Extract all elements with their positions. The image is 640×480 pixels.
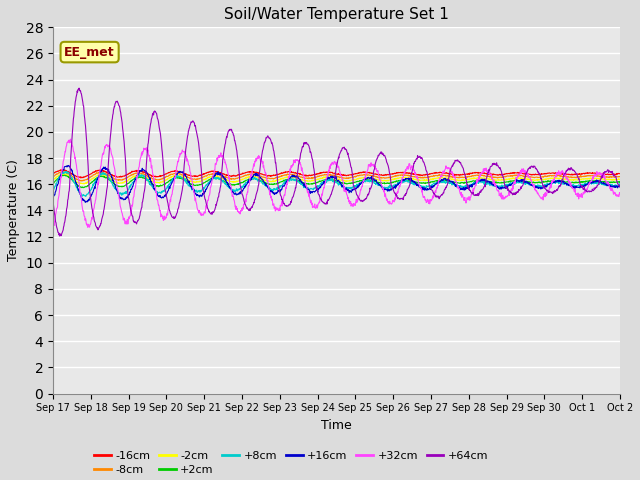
+2cm: [291, 177, 298, 182]
+32cm: [94, 184, 102, 190]
-2cm: [80, 181, 88, 187]
-8cm: [312, 174, 320, 180]
Y-axis label: Temperature (C): Temperature (C): [7, 159, 20, 262]
+64cm: [117, 109, 125, 115]
-8cm: [117, 177, 125, 183]
+32cm: [84, 224, 92, 230]
+32cm: [616, 191, 624, 197]
-16cm: [94, 168, 102, 173]
-2cm: [49, 178, 57, 183]
+16cm: [302, 185, 310, 191]
-2cm: [312, 177, 320, 183]
+32cm: [117, 204, 125, 210]
Title: Soil/Water Temperature Set 1: Soil/Water Temperature Set 1: [224, 7, 449, 22]
Text: EE_met: EE_met: [64, 46, 115, 59]
+2cm: [312, 180, 320, 185]
+16cm: [291, 174, 298, 180]
+16cm: [312, 188, 320, 193]
+8cm: [616, 182, 624, 188]
X-axis label: Time: Time: [321, 419, 352, 432]
-8cm: [59, 168, 67, 174]
+32cm: [372, 166, 380, 171]
-8cm: [302, 175, 310, 181]
+2cm: [49, 181, 57, 187]
+16cm: [372, 178, 380, 184]
Line: -8cm: -8cm: [53, 171, 620, 181]
+64cm: [76, 85, 83, 91]
+64cm: [56, 233, 63, 239]
+32cm: [312, 204, 320, 210]
+2cm: [80, 185, 88, 191]
+16cm: [82, 200, 90, 205]
-8cm: [291, 172, 298, 178]
+8cm: [372, 180, 380, 185]
-16cm: [49, 171, 57, 177]
+8cm: [291, 177, 298, 183]
+2cm: [372, 179, 380, 184]
+8cm: [117, 191, 125, 196]
+64cm: [94, 225, 102, 230]
-8cm: [372, 174, 380, 180]
-16cm: [117, 173, 125, 179]
+32cm: [302, 181, 310, 187]
+8cm: [49, 188, 57, 194]
-16cm: [291, 170, 298, 176]
+16cm: [64, 163, 72, 168]
+32cm: [49, 223, 57, 229]
+2cm: [616, 179, 624, 185]
Line: +32cm: +32cm: [53, 139, 620, 227]
-8cm: [616, 174, 624, 180]
-8cm: [94, 170, 102, 176]
-2cm: [616, 177, 624, 182]
Legend: -16cm, -8cm, -2cm, +2cm, +8cm, +16cm, +32cm, +64cm: -16cm, -8cm, -2cm, +2cm, +8cm, +16cm, +3…: [90, 447, 493, 479]
-16cm: [312, 171, 320, 177]
+2cm: [94, 175, 102, 180]
+64cm: [312, 185, 320, 191]
-16cm: [302, 172, 310, 178]
-2cm: [117, 180, 125, 186]
-8cm: [78, 178, 86, 184]
+16cm: [49, 194, 57, 200]
Line: -2cm: -2cm: [53, 174, 620, 184]
-2cm: [94, 172, 102, 178]
+2cm: [302, 181, 310, 187]
+64cm: [291, 190, 298, 196]
-16cm: [77, 175, 85, 181]
+8cm: [302, 184, 310, 190]
+64cm: [49, 198, 57, 204]
-16cm: [57, 167, 65, 173]
+8cm: [312, 184, 320, 190]
Line: -16cm: -16cm: [53, 170, 620, 178]
+32cm: [291, 159, 298, 165]
+8cm: [94, 175, 102, 180]
+8cm: [61, 168, 69, 174]
+16cm: [94, 177, 102, 182]
+2cm: [117, 184, 125, 190]
Line: +64cm: +64cm: [53, 88, 620, 236]
+16cm: [616, 183, 624, 189]
-8cm: [49, 174, 57, 180]
-2cm: [291, 174, 298, 180]
+64cm: [372, 157, 380, 163]
-2cm: [302, 178, 310, 183]
-16cm: [372, 171, 380, 177]
-16cm: [616, 171, 624, 177]
Line: +8cm: +8cm: [53, 171, 620, 196]
-2cm: [60, 171, 67, 177]
+16cm: [117, 195, 125, 201]
+2cm: [61, 172, 68, 178]
Line: +16cm: +16cm: [53, 166, 620, 203]
+8cm: [82, 193, 90, 199]
+64cm: [302, 140, 310, 146]
-2cm: [372, 177, 380, 182]
+64cm: [616, 184, 624, 190]
Line: +2cm: +2cm: [53, 175, 620, 188]
+32cm: [67, 136, 74, 142]
